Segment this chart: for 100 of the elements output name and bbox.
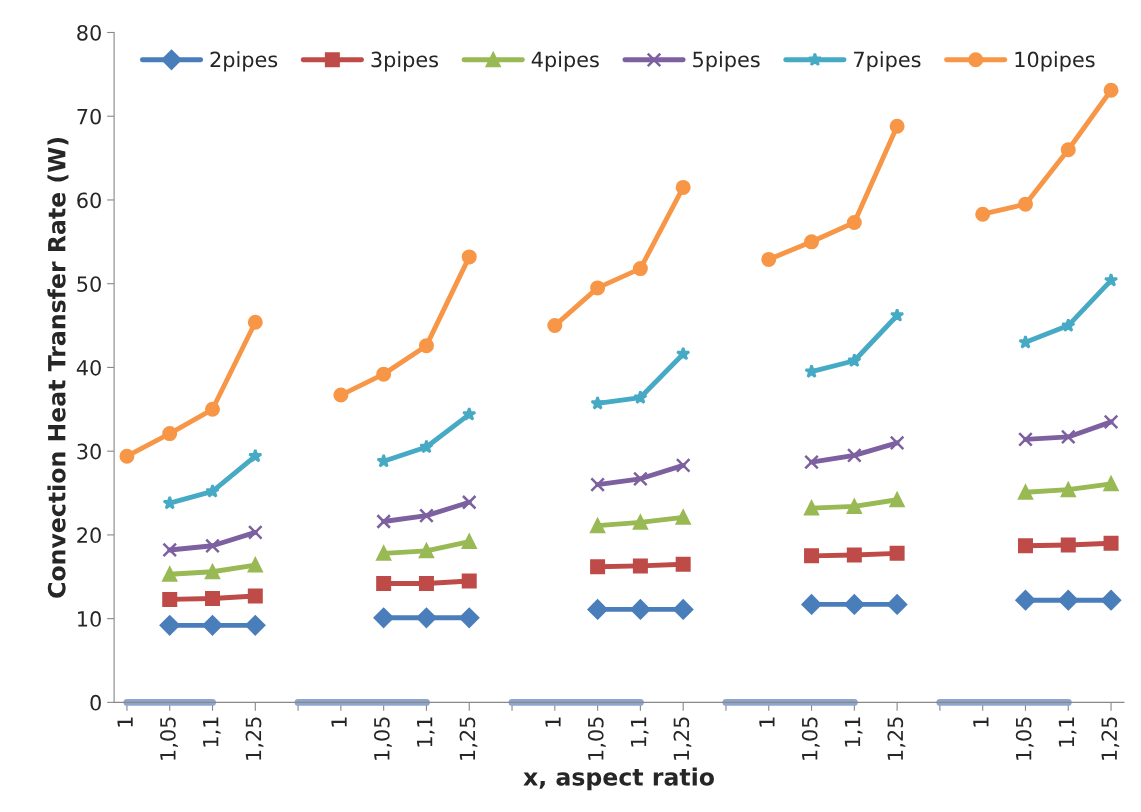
point [1015, 590, 1036, 611]
y-tick-label: 30 [77, 443, 101, 460]
x-tick-label: 1,1 [203, 717, 221, 747]
point [587, 599, 608, 620]
point [162, 566, 178, 582]
x-tick-label: 1,1 [417, 717, 435, 747]
point [804, 364, 819, 378]
x-tick-label: 1,05 [587, 717, 606, 760]
point [461, 249, 477, 265]
point [205, 591, 221, 607]
x-tick-label: 1,1 [844, 717, 863, 747]
x-tick-label: 1,1 [1058, 717, 1077, 747]
point [846, 215, 862, 231]
point [887, 594, 908, 615]
point [162, 495, 177, 510]
point [248, 448, 263, 463]
point [844, 594, 865, 615]
point [675, 556, 691, 572]
point [675, 509, 691, 525]
point [1017, 196, 1033, 212]
point [633, 390, 648, 404]
point [975, 206, 991, 222]
point [1058, 590, 1079, 611]
point [1017, 431, 1033, 447]
point [804, 234, 820, 250]
x-tick-label: 1,25 [887, 717, 906, 760]
point [119, 448, 135, 464]
x-tick-label: 1,05 [373, 717, 392, 760]
point [1103, 82, 1119, 98]
legend-label: 4pipes [531, 51, 599, 72]
x-tick-label: 1,05 [160, 717, 178, 760]
point [675, 179, 691, 195]
y-tick-label: 70 [77, 108, 101, 125]
point [632, 514, 648, 530]
point [373, 607, 394, 628]
point [376, 453, 391, 468]
point [1060, 429, 1076, 445]
point [462, 406, 477, 421]
point [418, 543, 434, 559]
point [547, 318, 563, 334]
point [889, 118, 905, 134]
point [630, 599, 651, 620]
point [847, 353, 862, 368]
x-tick-label: 1,25 [459, 717, 478, 760]
point [632, 261, 648, 277]
point [418, 338, 434, 354]
point [1103, 476, 1119, 492]
y-axis-title: Convection Heat Transfer Rate (W) [47, 137, 69, 598]
y-tick-label: 80 [77, 24, 101, 41]
point [461, 494, 477, 510]
point [202, 615, 223, 636]
point [162, 542, 178, 558]
y-tick-label: 10 [78, 611, 101, 627]
y-tick-label: 40 [76, 359, 101, 376]
point [632, 558, 648, 574]
point [889, 492, 905, 508]
point [247, 524, 263, 540]
point [418, 508, 434, 524]
point [1060, 142, 1076, 158]
x-tick-label: 1,1 [630, 717, 649, 747]
legend-label: 5pipes [693, 51, 760, 72]
x-tick-label: 1,25 [245, 717, 264, 760]
legend-label: 2pipes [210, 51, 278, 72]
y-tick-label: 20 [77, 527, 101, 544]
point [804, 548, 820, 564]
point [419, 439, 434, 454]
x-tick-label: 1,25 [673, 717, 692, 760]
point [376, 545, 392, 561]
point [590, 559, 606, 575]
point [376, 514, 392, 530]
point [162, 426, 178, 442]
x-tick-label: 1,25 [1101, 717, 1120, 760]
point [801, 594, 822, 615]
point [247, 314, 263, 330]
point [889, 435, 905, 451]
x-tick-label: 1 [117, 717, 133, 727]
x-tick-label: 1 [759, 717, 775, 727]
point [1060, 537, 1076, 553]
point [632, 471, 648, 487]
point [889, 308, 905, 322]
point [418, 575, 434, 591]
point [590, 280, 606, 296]
point [205, 401, 221, 417]
point [376, 575, 392, 591]
legend-label: 10pipes [1015, 51, 1095, 72]
x-tick-label: 1 [545, 717, 561, 727]
y-tick-label: 0 [90, 694, 101, 711]
point [673, 599, 694, 620]
point [889, 545, 905, 561]
point [1017, 484, 1033, 500]
point [162, 591, 178, 607]
point [245, 615, 266, 636]
point [675, 346, 691, 361]
point [376, 366, 392, 382]
point [1018, 334, 1033, 349]
y-tick-label: 60 [77, 192, 101, 209]
point [846, 547, 862, 563]
point [159, 615, 180, 636]
x-tick-label: 1,05 [1015, 717, 1034, 760]
point [1103, 272, 1119, 287]
